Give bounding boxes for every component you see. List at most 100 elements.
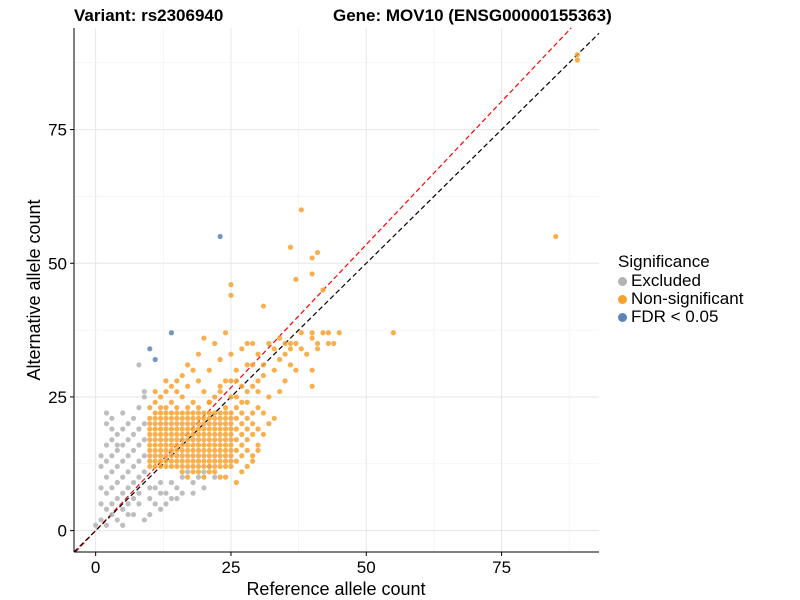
x-tick-label: 75 bbox=[492, 558, 511, 577]
point-non-significant bbox=[174, 437, 180, 443]
reference-lines bbox=[73, 27, 600, 553]
point-non-significant bbox=[239, 453, 245, 459]
point-non-significant bbox=[190, 447, 196, 454]
point-non-significant bbox=[239, 469, 245, 475]
point-non-significant bbox=[314, 249, 321, 256]
point-excluded bbox=[120, 426, 126, 432]
axes bbox=[73, 28, 599, 553]
point-non-significant bbox=[195, 426, 202, 432]
point-non-significant bbox=[152, 415, 158, 421]
point-non-significant bbox=[212, 463, 218, 470]
point-non-significant bbox=[574, 52, 580, 58]
point-non-significant bbox=[206, 437, 212, 443]
point-non-significant bbox=[163, 388, 169, 395]
point-non-significant bbox=[293, 340, 299, 347]
point-non-significant bbox=[168, 442, 175, 448]
legend-label-non-significant: Non-significant bbox=[631, 289, 744, 308]
point-excluded bbox=[120, 442, 126, 448]
point-excluded bbox=[98, 501, 104, 507]
point-non-significant bbox=[217, 356, 223, 363]
point-non-significant bbox=[287, 244, 294, 250]
point-non-significant bbox=[174, 415, 180, 421]
point-excluded bbox=[136, 426, 142, 432]
point-excluded bbox=[109, 501, 115, 507]
point-non-significant bbox=[163, 463, 169, 470]
point-non-significant bbox=[239, 410, 245, 416]
point-fdr-0-05 bbox=[217, 233, 223, 240]
point-non-significant bbox=[168, 453, 175, 459]
point-excluded bbox=[136, 458, 142, 464]
point-non-significant bbox=[174, 410, 180, 416]
point-non-significant bbox=[179, 410, 185, 416]
legend-label-fdr: FDR < 0.05 bbox=[631, 307, 719, 326]
point-excluded bbox=[103, 490, 110, 496]
point-non-significant bbox=[195, 469, 202, 475]
point-non-significant bbox=[212, 415, 218, 421]
point-non-significant bbox=[574, 57, 580, 63]
point-non-significant bbox=[168, 447, 175, 454]
point-non-significant bbox=[206, 463, 212, 470]
point-non-significant bbox=[282, 351, 288, 357]
point-non-significant bbox=[233, 415, 239, 421]
point-non-significant bbox=[152, 453, 158, 459]
point-non-significant bbox=[222, 378, 229, 384]
point-non-significant bbox=[239, 442, 245, 448]
point-non-significant bbox=[287, 346, 294, 352]
point-non-significant bbox=[195, 431, 202, 437]
point-excluded bbox=[163, 490, 169, 496]
point-non-significant bbox=[195, 421, 202, 427]
point-excluded bbox=[120, 474, 126, 480]
point-excluded bbox=[120, 506, 126, 512]
point-non-significant bbox=[298, 330, 304, 336]
point-excluded bbox=[103, 421, 110, 427]
point-non-significant bbox=[233, 394, 239, 400]
point-non-significant bbox=[157, 463, 164, 470]
point-excluded bbox=[130, 415, 137, 421]
point-excluded bbox=[125, 511, 131, 518]
point-non-significant bbox=[152, 421, 158, 427]
point-excluded bbox=[125, 501, 131, 507]
point-non-significant bbox=[201, 463, 207, 470]
point-non-significant bbox=[239, 383, 245, 389]
point-non-significant bbox=[163, 437, 169, 443]
point-non-significant bbox=[157, 394, 164, 400]
point-non-significant bbox=[222, 426, 229, 432]
point-non-significant bbox=[206, 415, 212, 421]
point-excluded bbox=[109, 485, 115, 491]
point-non-significant bbox=[201, 474, 207, 480]
point-non-significant bbox=[239, 421, 245, 427]
point-non-significant bbox=[277, 335, 283, 341]
point-non-significant bbox=[255, 442, 261, 448]
point-excluded bbox=[109, 453, 115, 459]
point-non-significant bbox=[250, 458, 256, 464]
point-excluded bbox=[114, 495, 120, 502]
point-non-significant bbox=[222, 415, 229, 421]
point-excluded bbox=[109, 415, 115, 421]
point-non-significant bbox=[228, 421, 234, 427]
point-non-significant bbox=[206, 399, 212, 405]
point-non-significant bbox=[217, 431, 223, 437]
point-fdr-0-05 bbox=[147, 346, 153, 352]
point-non-significant bbox=[244, 426, 250, 432]
point-excluded bbox=[141, 517, 147, 523]
point-non-significant bbox=[314, 340, 321, 347]
point-non-significant bbox=[233, 367, 239, 373]
point-non-significant bbox=[190, 469, 196, 475]
point-non-significant bbox=[206, 447, 212, 454]
point-non-significant bbox=[298, 346, 304, 352]
point-non-significant bbox=[147, 415, 153, 421]
point-non-significant bbox=[179, 426, 185, 432]
point-non-significant bbox=[271, 415, 277, 421]
point-non-significant bbox=[190, 431, 196, 437]
point-non-significant bbox=[228, 410, 234, 416]
point-excluded bbox=[130, 511, 137, 518]
point-excluded bbox=[114, 431, 120, 437]
point-non-significant bbox=[222, 410, 229, 416]
point-excluded bbox=[190, 490, 196, 496]
point-non-significant bbox=[195, 378, 202, 384]
point-non-significant bbox=[260, 362, 267, 368]
point-excluded bbox=[125, 421, 131, 427]
chart-title-gene: Gene: MOV10 (ENSG00000155363) bbox=[333, 6, 612, 25]
point-non-significant bbox=[250, 421, 256, 427]
point-non-significant bbox=[298, 207, 304, 213]
